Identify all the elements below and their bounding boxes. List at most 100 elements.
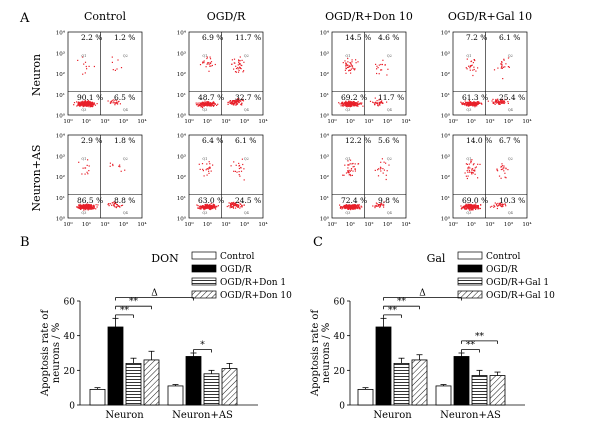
event-dot	[93, 206, 95, 208]
y-axis-label: neurons / %	[321, 323, 332, 383]
event-dot	[77, 59, 79, 61]
event-dot	[472, 101, 474, 103]
event-dot	[342, 174, 344, 176]
y-tick-label: 10¹	[441, 92, 450, 99]
bar	[393, 362, 410, 406]
event-dot	[200, 205, 202, 207]
event-dot	[347, 160, 349, 162]
event-dot	[362, 105, 364, 107]
event-dot	[111, 61, 113, 63]
event-dot	[472, 62, 474, 64]
event-dot	[346, 205, 348, 207]
event-dot	[88, 208, 90, 210]
event-dot	[345, 100, 347, 102]
event-dot	[351, 61, 353, 63]
event-dot	[85, 206, 87, 208]
event-dot	[235, 102, 237, 104]
event-dot	[235, 67, 238, 70]
event-dot	[238, 98, 240, 100]
event-dot	[87, 103, 89, 106]
event-dot	[214, 206, 216, 208]
event-dot	[350, 64, 353, 66]
event-dot	[502, 101, 504, 103]
event-dot	[351, 104, 354, 106]
event-dot	[462, 103, 464, 105]
event-dot	[199, 104, 202, 107]
event-dot	[351, 204, 353, 206]
event-dot	[232, 202, 234, 204]
x-tick-label: 10⁰	[448, 118, 458, 125]
event-dot	[497, 202, 499, 204]
event-dot	[230, 102, 232, 105]
event-dot	[208, 207, 210, 209]
event-dot	[202, 105, 204, 107]
event-dot	[360, 205, 362, 207]
event-dot	[376, 72, 378, 75]
event-dot	[88, 170, 90, 172]
event-dot	[239, 66, 241, 68]
event-dot	[90, 205, 92, 207]
event-dot	[205, 104, 207, 106]
event-dot	[499, 101, 501, 103]
event-dot	[229, 100, 232, 102]
x-tick-label: 10³	[240, 118, 249, 125]
event-dot	[347, 170, 349, 172]
event-dot	[88, 207, 90, 209]
event-dot	[475, 70, 477, 72]
event-dot	[468, 207, 470, 209]
event-dot	[469, 103, 472, 105]
event-dot	[91, 105, 93, 107]
event-dot	[347, 167, 349, 169]
event-dot	[233, 100, 235, 102]
event-dot	[345, 207, 347, 209]
event-dot	[476, 205, 478, 207]
event-dot	[197, 105, 199, 107]
event-dot	[474, 101, 477, 103]
event-dot	[209, 166, 211, 168]
quadrant-percent-ul: 7.2 %	[466, 33, 487, 42]
event-dot	[347, 57, 349, 60]
event-dot	[93, 65, 95, 68]
event-dot	[202, 102, 204, 104]
event-dot	[233, 204, 235, 207]
event-dot	[243, 61, 245, 63]
event-dot	[351, 208, 353, 210]
event-dot	[495, 102, 498, 104]
event-dot	[210, 170, 212, 172]
event-dot	[501, 100, 503, 102]
event-dot	[204, 208, 206, 210]
y-tick-label: 10³	[441, 50, 450, 57]
x-tick-label: 10⁰	[63, 118, 73, 125]
event-dot	[87, 205, 89, 207]
event-dot	[119, 103, 121, 105]
x-tick-label: 10²	[485, 221, 494, 228]
event-dot	[206, 207, 208, 209]
event-dot	[350, 168, 353, 170]
quadrant-tag: Q3	[81, 211, 86, 215]
quadrant-tag: Q4	[508, 211, 514, 215]
event-dot	[86, 105, 88, 107]
event-dot	[468, 105, 470, 107]
event-dot	[113, 101, 115, 103]
event-dot	[201, 101, 203, 103]
event-dot	[238, 101, 240, 103]
event-dot	[79, 206, 81, 208]
event-dot	[83, 63, 85, 65]
event-dot	[209, 167, 211, 169]
y-tick-label: 10²	[177, 71, 186, 78]
event-dot	[471, 173, 473, 175]
event-dot	[387, 68, 389, 70]
event-dot	[205, 66, 207, 68]
event-dot	[239, 56, 241, 58]
event-dot	[213, 104, 215, 106]
event-dot	[345, 65, 347, 67]
legend-swatch	[457, 290, 483, 299]
event-dot	[479, 163, 481, 165]
event-dot	[356, 207, 358, 209]
event-dot	[347, 66, 349, 69]
event-dot	[349, 159, 352, 161]
event-dot	[508, 66, 510, 68]
event-dot	[351, 163, 353, 165]
legend-label: OGD/R+Don 10	[220, 291, 292, 301]
